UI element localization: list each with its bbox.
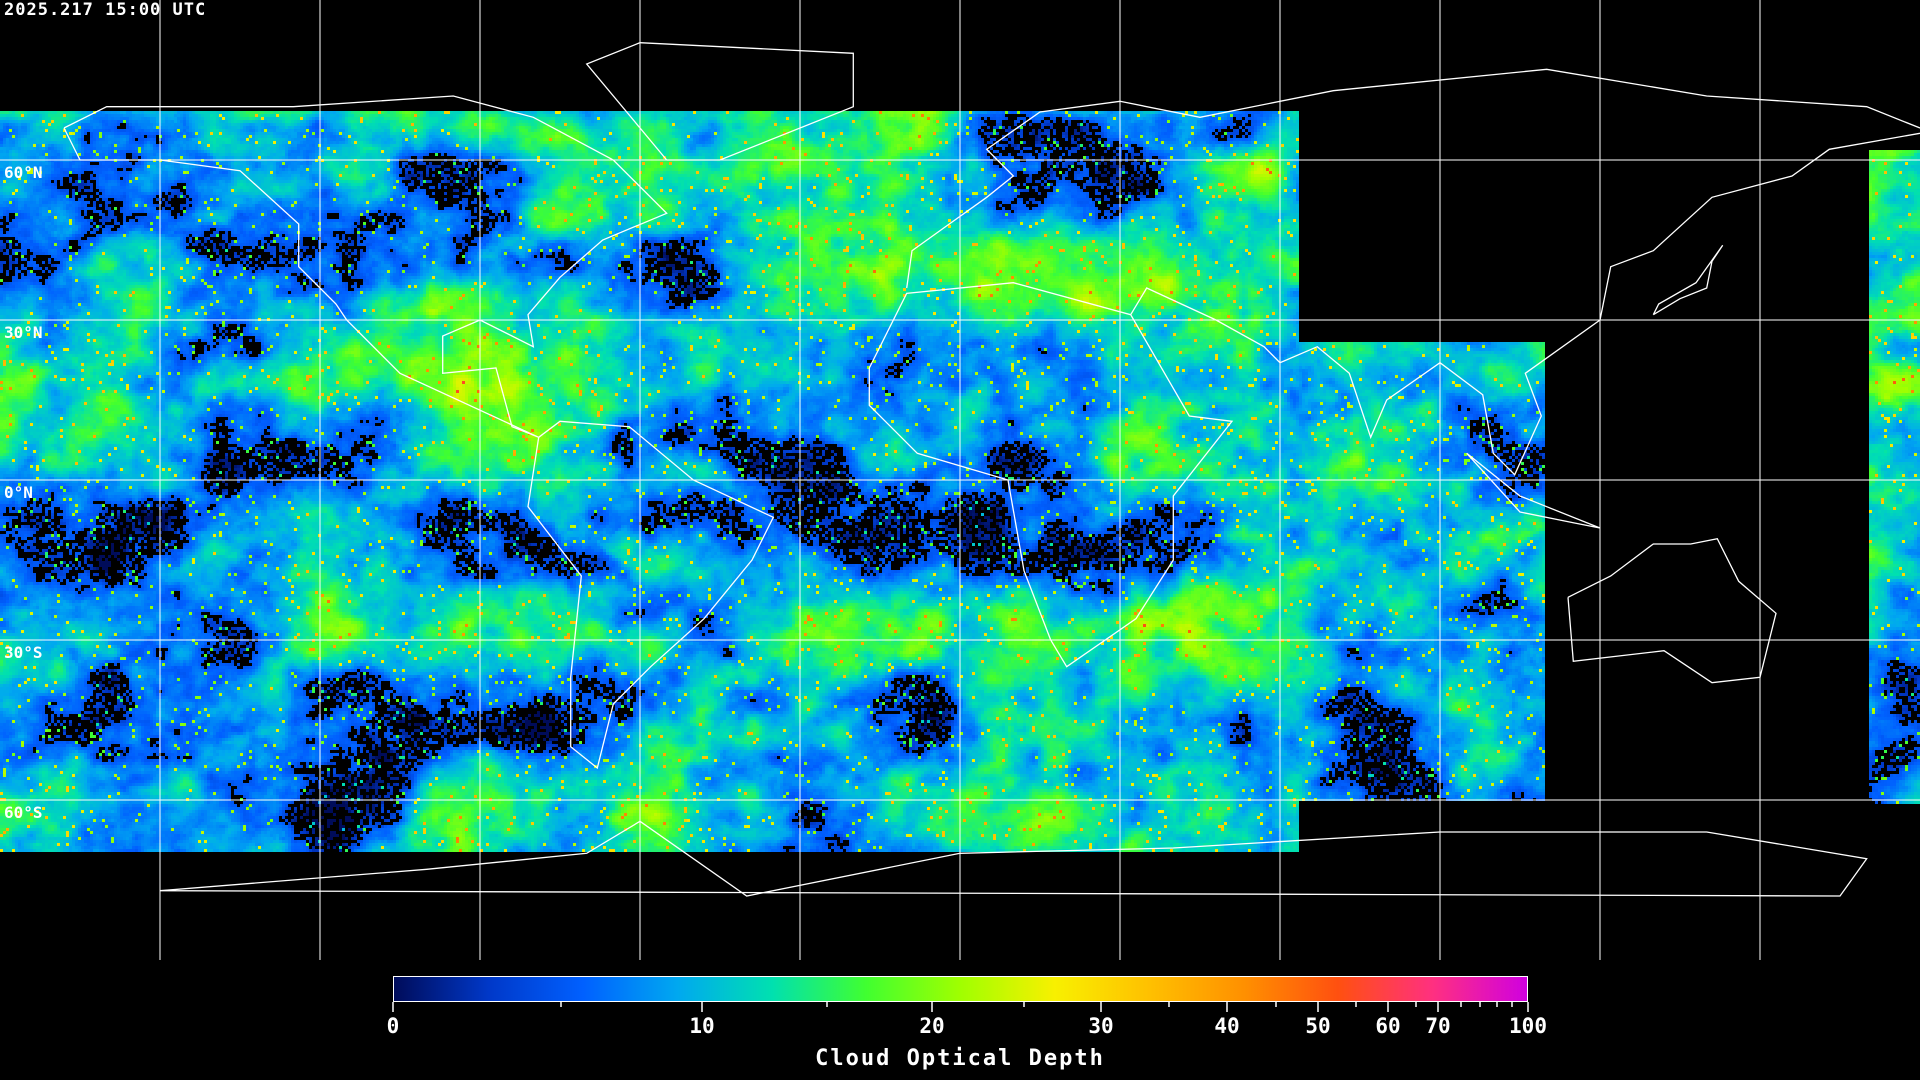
coastline — [906, 68, 1920, 289]
colorbar-tick-label: 100 — [1509, 1014, 1547, 1038]
colorbar — [393, 976, 1528, 1002]
lat-label-60s: 60°S — [4, 803, 43, 822]
colorbar-tick-label: 40 — [1214, 1014, 1240, 1038]
coastline — [1567, 537, 1777, 684]
colorbar-tick-label: 20 — [919, 1014, 945, 1038]
lat-label-60n: 60°N — [4, 163, 43, 182]
coastline — [868, 282, 1234, 668]
coastline — [1466, 452, 1601, 529]
coastline — [159, 820, 1868, 897]
colorbar-tick-label: 30 — [1088, 1014, 1114, 1038]
colorbar-tick-label: 50 — [1305, 1014, 1331, 1038]
colorbar-tick-label: 10 — [689, 1014, 715, 1038]
coastline — [1130, 132, 1920, 476]
colorbar-tick-label: 60 — [1375, 1014, 1401, 1038]
cloud-optical-depth-map — [0, 0, 1920, 960]
timestamp: 2025.217 15:00 UTC — [4, 0, 207, 20]
lat-label-equator: 0°N — [4, 483, 33, 502]
map-overlay — [0, 0, 1920, 960]
coastline — [1652, 244, 1724, 316]
lat-label-30s: 30°S — [4, 643, 43, 662]
coastline — [585, 42, 854, 161]
coastline — [63, 95, 668, 438]
lat-label-30n: 30°N — [4, 323, 43, 342]
colorbar-tick-label: 70 — [1425, 1014, 1451, 1038]
colorbar-tick-label: 0 — [386, 1014, 400, 1038]
colorbar-title: Cloud Optical Depth — [815, 1046, 1105, 1071]
coastline — [527, 420, 775, 770]
